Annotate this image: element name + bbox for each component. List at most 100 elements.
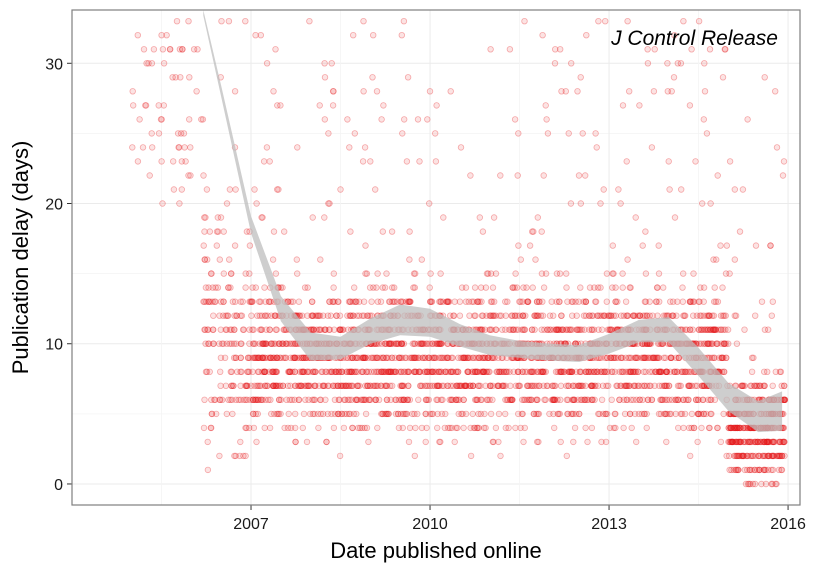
data-point bbox=[761, 382, 768, 389]
data-point bbox=[129, 102, 137, 109]
data-point bbox=[546, 410, 553, 418]
data-point bbox=[514, 172, 521, 179]
data-point bbox=[511, 312, 518, 319]
data-point bbox=[704, 326, 712, 333]
data-point bbox=[517, 424, 524, 432]
data-point bbox=[244, 368, 252, 375]
data-point bbox=[360, 298, 368, 305]
data-point bbox=[374, 270, 381, 277]
data-point bbox=[656, 382, 663, 389]
data-point bbox=[622, 382, 630, 389]
data-point bbox=[434, 424, 441, 432]
data-point bbox=[231, 452, 238, 460]
data-point bbox=[663, 368, 670, 375]
x-tick-label: 2010 bbox=[412, 516, 448, 533]
data-point bbox=[666, 396, 673, 403]
data-point bbox=[614, 354, 622, 361]
data-point bbox=[233, 340, 240, 347]
data-point bbox=[411, 284, 418, 291]
data-point bbox=[643, 424, 650, 432]
data-point bbox=[205, 284, 212, 291]
data-point bbox=[564, 410, 572, 418]
data-point bbox=[166, 46, 174, 53]
data-point bbox=[451, 298, 458, 305]
data-point bbox=[170, 186, 178, 193]
data-point bbox=[515, 368, 522, 375]
data-point bbox=[778, 452, 786, 460]
data-point bbox=[655, 270, 663, 277]
data-point bbox=[652, 368, 660, 375]
data-point bbox=[642, 368, 649, 375]
data-point bbox=[283, 396, 290, 403]
data-point bbox=[761, 74, 768, 81]
data-point bbox=[611, 410, 618, 418]
data-point bbox=[622, 298, 630, 305]
data-point bbox=[219, 312, 227, 319]
data-point bbox=[201, 298, 208, 305]
data-point bbox=[685, 396, 692, 403]
data-point bbox=[374, 424, 381, 432]
data-point bbox=[568, 410, 575, 418]
data-point bbox=[559, 326, 567, 333]
data-point bbox=[214, 228, 222, 235]
data-point bbox=[266, 158, 273, 165]
data-point bbox=[534, 368, 541, 375]
data-point bbox=[304, 368, 311, 375]
data-point bbox=[292, 410, 299, 418]
data-point bbox=[572, 298, 579, 305]
data-point bbox=[666, 186, 673, 193]
data-point bbox=[557, 326, 564, 333]
data-point bbox=[444, 354, 451, 361]
data-point bbox=[254, 354, 262, 361]
data-point bbox=[577, 74, 584, 81]
data-point bbox=[157, 116, 165, 123]
data-point bbox=[568, 298, 575, 305]
data-point bbox=[641, 354, 648, 361]
data-point bbox=[623, 158, 630, 165]
data-point bbox=[692, 158, 699, 165]
data-point bbox=[370, 382, 377, 389]
data-point bbox=[568, 368, 575, 375]
data-point bbox=[528, 368, 535, 375]
data-point bbox=[523, 284, 530, 291]
data-point bbox=[190, 46, 198, 53]
data-point bbox=[242, 18, 249, 25]
data-point bbox=[282, 340, 290, 347]
data-point bbox=[330, 424, 338, 432]
data-point bbox=[443, 354, 450, 361]
data-point bbox=[610, 424, 618, 432]
data-point bbox=[340, 424, 348, 432]
data-point bbox=[423, 340, 430, 347]
data-point bbox=[582, 382, 589, 389]
data-point bbox=[279, 340, 286, 347]
data-point bbox=[207, 424, 215, 432]
data-point bbox=[300, 410, 308, 418]
y-tick-label: 30 bbox=[45, 56, 63, 73]
data-point bbox=[520, 284, 527, 291]
data-point bbox=[418, 382, 426, 389]
data-point bbox=[275, 396, 283, 403]
data-point bbox=[601, 368, 608, 375]
data-point bbox=[428, 368, 435, 375]
data-point bbox=[260, 158, 268, 165]
data-point bbox=[337, 382, 344, 389]
data-point bbox=[615, 186, 622, 193]
data-point bbox=[610, 270, 617, 277]
journal-annotation: J Control Release bbox=[610, 27, 778, 50]
data-point bbox=[253, 200, 260, 207]
data-point bbox=[364, 382, 372, 389]
y-axis: 0 10 20 30 bbox=[45, 56, 72, 494]
data-point bbox=[267, 354, 274, 361]
data-point bbox=[723, 242, 730, 249]
data-point bbox=[410, 270, 418, 277]
data-point bbox=[350, 368, 358, 375]
data-point bbox=[218, 18, 225, 25]
data-point bbox=[232, 186, 239, 193]
data-point bbox=[741, 326, 748, 333]
data-point bbox=[316, 102, 323, 109]
data-point bbox=[517, 298, 524, 305]
x-tick-label: 2013 bbox=[591, 516, 627, 533]
data-point bbox=[654, 284, 661, 291]
data-point bbox=[406, 298, 414, 305]
